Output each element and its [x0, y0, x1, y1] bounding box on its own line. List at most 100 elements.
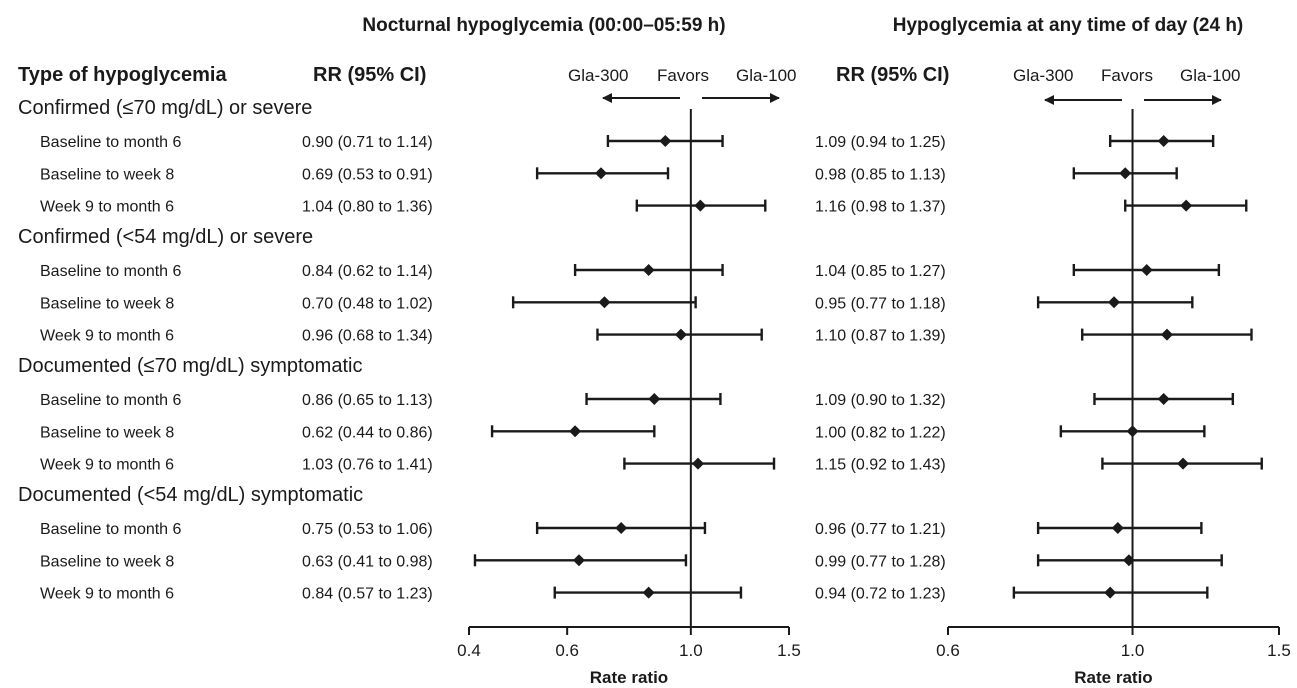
left-favors-gla100: Gla-100: [736, 66, 796, 85]
right-row-1-1: 0.95 (0.77 to 1.18): [815, 295, 1194, 312]
right-row-0-0: 1.09 (0.94 to 1.25): [815, 134, 1215, 151]
point-estimate-marker: [1119, 167, 1132, 180]
point-estimate-marker: [1111, 522, 1124, 534]
point-estimate-marker: [569, 425, 582, 438]
row-label: Baseline to month 6: [40, 263, 182, 280]
group-label: Confirmed (<54 mg/dL) or severe: [18, 226, 313, 248]
right-rr-value: 1.15 (0.92 to 1.43): [815, 457, 946, 474]
left-panel-title: Nocturnal hypoglycemia (00:00–05:59 h): [362, 15, 725, 36]
right-row-0-1: 0.98 (0.85 to 1.13): [815, 166, 1178, 183]
row-label: Week 9 to month 6: [40, 586, 174, 603]
point-estimate-marker: [1104, 586, 1117, 599]
left-row-0-2: Week 9 to month 6 1.04 (0.80 to 1.36): [40, 199, 767, 216]
row-label: Week 9 to month 6: [40, 199, 174, 216]
left-row-2-1: Baseline to week 8 0.62 (0.44 to 0.86): [40, 424, 656, 441]
row-label: Baseline to month 6: [40, 134, 182, 151]
row-label: Baseline to week 8: [40, 295, 174, 312]
right-rr-ci-header: RR (95% CI): [836, 64, 949, 86]
left-row-3-2: Week 9 to month 6 0.84 (0.57 to 1.23): [40, 586, 743, 603]
row-label: Baseline to month 6: [40, 521, 182, 538]
point-estimate-marker: [691, 457, 704, 470]
right-rr-value: 0.99 (0.77 to 1.28): [815, 553, 946, 570]
group-label: Documented (<54 mg/dL) symptomatic: [18, 484, 363, 506]
right-x-axis-label: Rate ratio: [1074, 668, 1152, 687]
left-rr-value: 0.90 (0.71 to 1.14): [302, 134, 433, 151]
right-row-0-2: 1.16 (0.98 to 1.37): [815, 199, 1248, 216]
left-favors-gla300: Gla-300: [568, 66, 628, 85]
right-rr-value: 0.96 (0.77 to 1.21): [815, 521, 946, 538]
point-estimate-marker: [1160, 328, 1173, 341]
left-row-3-0: Baseline to month 6 0.75 (0.53 to 1.06): [40, 521, 707, 538]
point-estimate-marker: [1180, 199, 1193, 212]
right-x-tick-label: 1.0: [1121, 641, 1145, 660]
point-estimate-marker: [595, 167, 608, 180]
left-rr-value: 0.63 (0.41 to 0.98): [302, 553, 433, 570]
point-estimate-marker: [642, 586, 655, 599]
left-rr-value: 0.69 (0.53 to 0.91): [302, 166, 433, 183]
group-label: Documented (≤70 mg/dL) symptomatic: [18, 355, 362, 377]
right-favors-gla100: Gla-100: [1180, 66, 1240, 85]
left-row-2-0: Baseline to month 6 0.86 (0.65 to 1.13): [40, 392, 722, 409]
left-rr-value: 0.75 (0.53 to 1.06): [302, 521, 433, 538]
point-estimate-marker: [1157, 393, 1170, 405]
point-estimate-marker: [648, 393, 661, 405]
right-row-2-2: 1.15 (0.92 to 1.43): [815, 457, 1263, 474]
forest-axes: 0.4 0.6 1.0 1.5 Rate ratio 0.6 1.0 1.5 Rate rati…: [457, 109, 1291, 687]
point-estimate-marker: [659, 135, 672, 147]
left-row-0-1: Baseline to week 8 0.69 (0.53 to 0.91): [40, 166, 670, 183]
right-row-3-1: 0.99 (0.77 to 1.28): [815, 553, 1223, 570]
left-rr-value: 1.03 (0.76 to 1.41): [302, 457, 433, 474]
right-rr-value: 0.94 (0.72 to 1.23): [815, 586, 946, 603]
left-rr-value: 0.84 (0.62 to 1.14): [302, 263, 433, 280]
row-label: Baseline to week 8: [40, 166, 174, 183]
row-label: Baseline to week 8: [40, 553, 174, 570]
type-of-hypoglycemia-header: Type of hypoglycemia: [18, 64, 227, 86]
left-rr-value: 1.04 (0.80 to 1.36): [302, 199, 433, 216]
left-x-tick-label: 1.5: [777, 641, 801, 660]
left-rr-value: 0.96 (0.68 to 1.34): [302, 328, 433, 345]
right-row-2-0: 1.09 (0.90 to 1.32): [815, 392, 1235, 409]
left-rr-value: 0.86 (0.65 to 1.13): [302, 392, 433, 409]
right-favors-gla300: Gla-300: [1013, 66, 1073, 85]
right-x-tick-label: 1.5: [1267, 641, 1291, 660]
right-rr-value: 1.16 (0.98 to 1.37): [815, 199, 946, 216]
left-x-tick-label: 0.6: [555, 641, 579, 660]
right-rr-value: 0.98 (0.85 to 1.13): [815, 166, 946, 183]
point-estimate-marker: [1177, 457, 1190, 470]
right-rr-value: 1.09 (0.94 to 1.25): [815, 134, 946, 151]
point-estimate-marker: [674, 328, 687, 341]
right-row-2-1: 1.00 (0.82 to 1.22): [815, 424, 1206, 441]
right-panel-title: Hypoglycemia at any time of day (24 h): [893, 15, 1244, 36]
right-x-tick-label: 0.6: [936, 641, 960, 660]
forest-rows: Baseline to month 6 0.90 (0.71 to 1.14)Ba…: [40, 134, 1263, 603]
left-rr-value: 0.70 (0.48 to 1.02): [302, 295, 433, 312]
left-favors-label: Favors: [657, 66, 709, 85]
row-label: Baseline to week 8: [40, 424, 174, 441]
right-rr-value: 1.10 (0.87 to 1.39): [815, 328, 946, 345]
left-row-1-2: Week 9 to month 6 0.96 (0.68 to 1.34): [40, 328, 763, 345]
point-estimate-marker: [1108, 296, 1121, 309]
left-x-tick-label: 1.0: [679, 641, 703, 660]
point-estimate-marker: [694, 199, 707, 212]
right-rr-value: 1.04 (0.85 to 1.27): [815, 263, 946, 280]
point-estimate-marker: [642, 264, 655, 276]
right-rr-value: 1.00 (0.82 to 1.22): [815, 424, 946, 441]
left-row-1-1: Baseline to week 8 0.70 (0.48 to 1.02): [40, 295, 697, 312]
point-estimate-marker: [1140, 264, 1153, 276]
right-row-3-0: 0.96 (0.77 to 1.21): [815, 521, 1203, 538]
row-label: Week 9 to month 6: [40, 328, 174, 345]
left-row-0-0: Baseline to month 6 0.90 (0.71 to 1.14): [40, 134, 724, 151]
left-x-axis-label: Rate ratio: [590, 668, 668, 687]
point-estimate-marker: [1157, 135, 1170, 147]
group-label: Confirmed (≤70 mg/dL) or severe: [18, 97, 312, 119]
point-estimate-marker: [572, 554, 585, 567]
point-estimate-marker: [615, 522, 628, 534]
left-row-3-1: Baseline to week 8 0.63 (0.41 to 0.98): [40, 553, 688, 570]
point-estimate-marker: [598, 296, 611, 309]
right-row-3-2: 0.94 (0.72 to 1.23): [815, 586, 1209, 603]
row-label: Week 9 to month 6: [40, 457, 174, 474]
left-rr-value: 0.84 (0.57 to 1.23): [302, 586, 433, 603]
left-row-1-0: Baseline to month 6 0.84 (0.62 to 1.14): [40, 263, 724, 280]
left-row-2-2: Week 9 to month 6 1.03 (0.76 to 1.41): [40, 457, 776, 474]
right-favors-label: Favors: [1101, 66, 1153, 85]
